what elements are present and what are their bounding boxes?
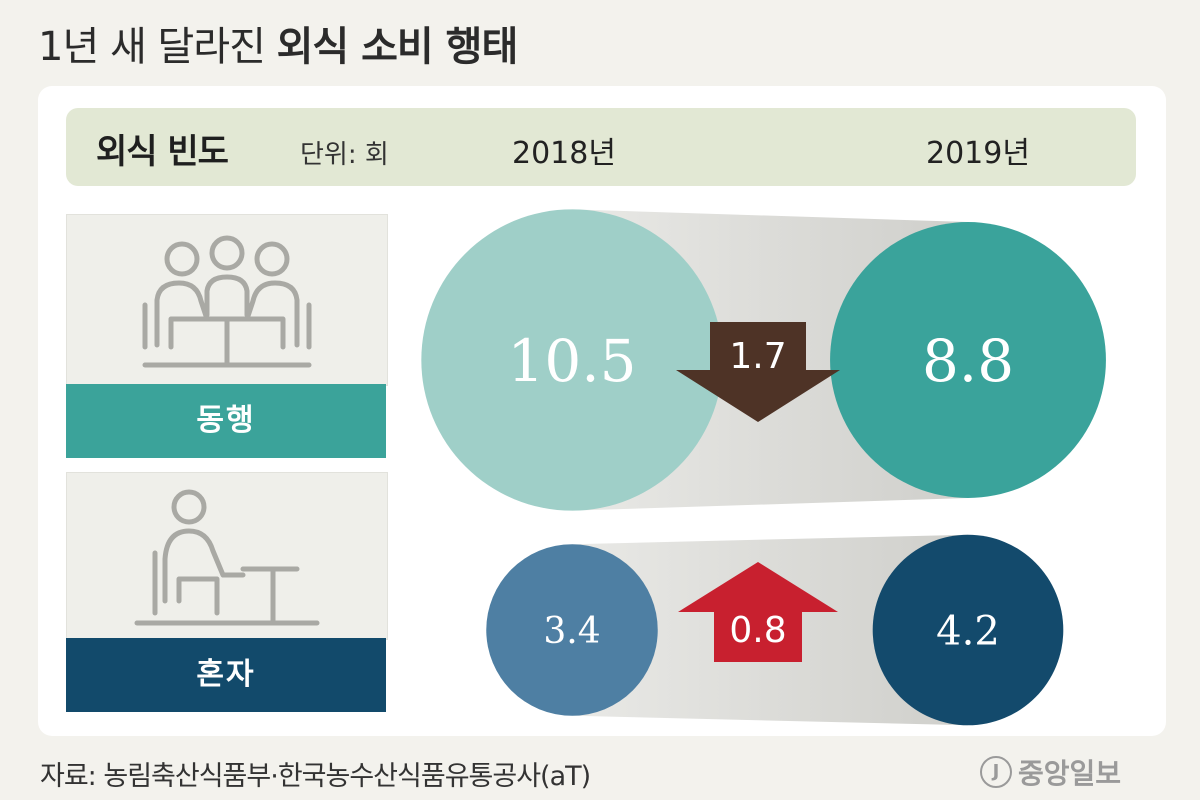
unit-label: 단위: 회 [300, 140, 389, 170]
bubble-2-2 [872, 534, 1064, 726]
group-label: 동행 [66, 384, 386, 458]
logo-text: 중앙일보 [1018, 757, 1122, 790]
logo-mark: J [980, 756, 1012, 788]
change-arrow-2 [678, 562, 838, 662]
people-at-table-icon [142, 235, 312, 368]
bubble-1-1 [421, 209, 723, 511]
page-title: 1년 새 달라진 외식 소비 행태 [38, 14, 519, 72]
bubble-1-2 [830, 222, 1106, 498]
person-at-table-icon [134, 489, 320, 626]
bubble-2-1 [486, 544, 658, 716]
value-label-2-2: 4.2 [936, 608, 1000, 654]
value-label-1-2: 8.8 [922, 327, 1014, 395]
value-label-1-1: 10.5 [507, 327, 636, 395]
metric-label: 외식 빈도 [96, 132, 229, 172]
change-label-2: 0.8 [729, 610, 786, 651]
chart-marks: 10.5 8.8 1.7 3.4 4.2 0.8 [421, 209, 1106, 726]
header-band [66, 108, 1136, 186]
year-label-2018: 2018년 [512, 136, 616, 171]
year-label-2019: 2019년 [926, 136, 1030, 171]
publisher-logo: J 중앙일보 [980, 752, 1121, 792]
solo-card [66, 472, 388, 640]
change-label-1: 1.7 [729, 336, 786, 377]
title-light: 1년 새 달라진 [38, 24, 277, 70]
change-arrow-1 [676, 322, 840, 422]
solo-label: 혼자 [66, 638, 386, 712]
group-card [66, 214, 388, 386]
source-note: 자료: 농림축산식품부·한국농수산식품유통공사(aT) [40, 761, 591, 792]
value-label-2-1: 3.4 [543, 611, 600, 652]
title-bold: 외식 소비 행태 [276, 24, 519, 70]
